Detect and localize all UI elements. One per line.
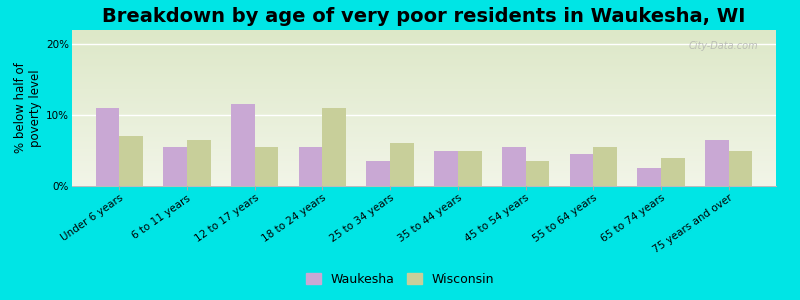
Title: Breakdown by age of very poor residents in Waukesha, WI: Breakdown by age of very poor residents …	[102, 7, 746, 26]
Bar	[526, 161, 550, 186]
Bar	[638, 168, 661, 186]
Bar	[458, 151, 482, 186]
Bar	[163, 147, 187, 186]
Bar	[119, 136, 143, 186]
Bar	[187, 140, 210, 186]
Bar	[434, 151, 458, 186]
Bar	[322, 108, 346, 186]
Bar	[231, 104, 254, 186]
Legend: Waukesha, Wisconsin: Waukesha, Wisconsin	[301, 268, 499, 291]
Bar	[390, 143, 414, 186]
Bar	[729, 151, 752, 186]
Text: City-Data.com: City-Data.com	[689, 41, 758, 51]
Y-axis label: % below half of
poverty level: % below half of poverty level	[14, 63, 42, 153]
Bar	[298, 147, 322, 186]
Bar	[661, 158, 685, 186]
Bar	[254, 147, 278, 186]
Bar	[570, 154, 594, 186]
Bar	[502, 147, 526, 186]
Bar	[96, 108, 119, 186]
Bar	[366, 161, 390, 186]
Bar	[705, 140, 729, 186]
Bar	[594, 147, 617, 186]
